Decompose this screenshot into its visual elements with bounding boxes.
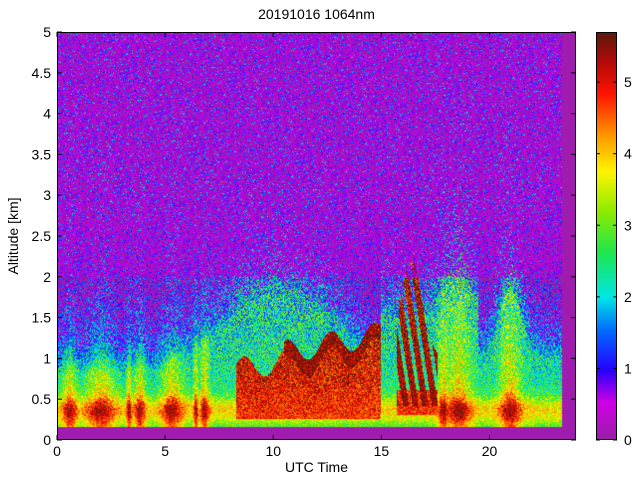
y-tick-label: 1	[43, 350, 51, 366]
y-axis-label: Altitude [km]	[5, 197, 21, 274]
x-tick-label: 20	[482, 443, 498, 459]
heatmap-plot-area	[57, 32, 576, 440]
y-tick-label: 0.5	[32, 391, 52, 407]
colorbar-gradient	[597, 33, 616, 439]
colorbar-tick-label: 3	[624, 217, 632, 233]
y-tick-label: 5	[43, 24, 51, 40]
colorbar-tick-label: 0	[624, 432, 632, 448]
x-tick-label: 0	[53, 443, 61, 459]
colorbar-tick-label: 2	[624, 289, 632, 305]
heatmap-image	[58, 33, 575, 439]
y-tick-label: 2.5	[32, 228, 52, 244]
y-tick-label: 0	[43, 432, 51, 448]
y-tick-label: 1.5	[32, 310, 52, 326]
chart-title: 20191016 1064nm	[258, 6, 375, 22]
colorbar-tick-label: 4	[624, 146, 632, 162]
x-tick-label: 15	[374, 443, 390, 459]
y-tick-label: 3	[43, 187, 51, 203]
x-axis-label: UTC Time	[285, 459, 348, 475]
x-tick-label: 10	[265, 443, 281, 459]
colorbar-tick-label: 1	[624, 360, 632, 376]
x-tick-label: 5	[161, 443, 169, 459]
y-tick-label: 4.5	[32, 65, 52, 81]
y-tick-label: 3.5	[32, 146, 52, 162]
colorbar-tick-label: 5	[624, 74, 632, 90]
y-tick-label: 2	[43, 269, 51, 285]
y-tick-label: 4	[43, 106, 51, 122]
colorbar	[596, 32, 617, 440]
